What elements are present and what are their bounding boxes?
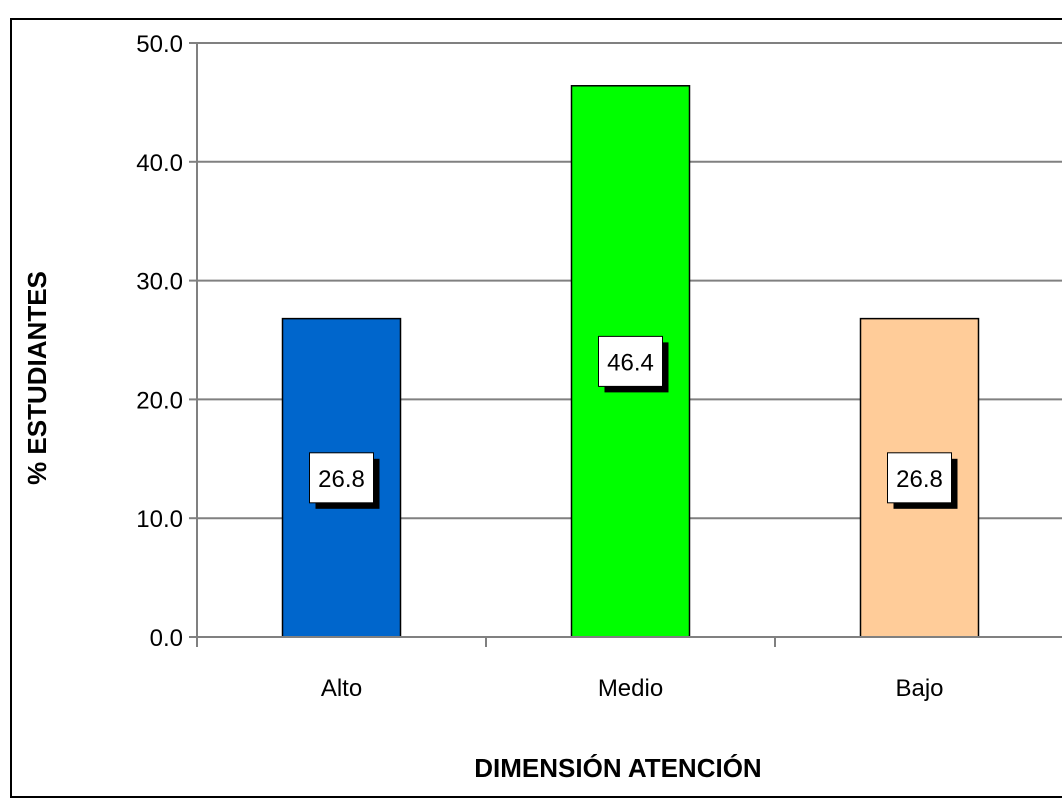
- data-label: 26.8: [887, 452, 958, 509]
- data-label: 46.4: [598, 335, 669, 393]
- x-tick-label: Bajo: [895, 675, 943, 702]
- y-tick-label: 40.0: [136, 150, 183, 177]
- data-label-value: 26.8: [318, 466, 365, 493]
- data-label-box: [309, 452, 374, 504]
- y-tick-label: 20.0: [136, 387, 183, 414]
- data-label-box: [887, 452, 952, 504]
- y-axis-ticks: 0.0 10.0 20.0 30.0 40.0 50.0: [136, 31, 197, 652]
- data-label: 26.8: [309, 452, 380, 509]
- data-label-box: [598, 335, 663, 387]
- y-tick-label: 30.0: [136, 269, 183, 296]
- x-axis-ticks: Alto Medio Bajo: [321, 675, 944, 702]
- x-tick-label: Medio: [598, 675, 663, 702]
- y-tick-label: 0.0: [150, 625, 183, 652]
- x-tick-label: Alto: [321, 675, 362, 702]
- axes: [196, 43, 1062, 647]
- data-label-value: 26.8: [896, 466, 943, 493]
- y-tick-label: 10.0: [136, 506, 183, 533]
- data-label-value: 46.4: [607, 349, 654, 376]
- y-tick-label: 50.0: [136, 31, 183, 58]
- y-axis-title: % ESTUDIANTES: [22, 271, 52, 485]
- data-labels: 26.8 46.4 26.8: [309, 335, 958, 509]
- x-axis-title: DIMENSIÓN ATENCIÓN: [474, 753, 761, 783]
